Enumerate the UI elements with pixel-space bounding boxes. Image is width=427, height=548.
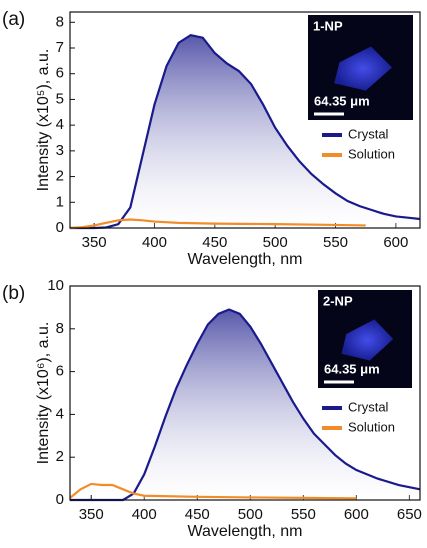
x-tick-label: 550	[291, 506, 316, 523]
inset-crystal	[341, 319, 394, 361]
y-tick-label: 6	[56, 65, 64, 82]
y-axis-title: Intensity (x10⁶), a.u.	[35, 322, 52, 465]
y-tick-label: 8	[56, 320, 64, 337]
x-tick-label: 500	[263, 234, 288, 251]
x-axis-title: Wavelength, nm	[187, 251, 302, 268]
y-tick-label: 0	[56, 219, 64, 236]
series-line	[69, 482, 357, 500]
x-tick-label: 600	[344, 506, 369, 523]
series-line	[69, 218, 366, 230]
x-tick-label: 350	[82, 234, 107, 251]
series-line	[70, 308, 421, 502]
panel-label: (a)	[2, 9, 25, 30]
y-tick-label: 7	[56, 39, 64, 56]
y-tick-label: 5	[56, 90, 64, 107]
legend-label: Crystal	[348, 126, 389, 141]
y-axis-title: Intensity (x10⁵), a.u.	[35, 49, 52, 192]
area-fill	[70, 35, 420, 229]
x-tick-label: 650	[397, 506, 422, 523]
series-line	[70, 33, 421, 230]
y-tick-label: 4	[56, 405, 64, 422]
plot-frame	[69, 11, 421, 229]
x-tick-label: 600	[383, 234, 408, 251]
legend-label: Solution	[348, 419, 395, 434]
inset-label: 1-NP	[313, 18, 343, 33]
y-tick-label: 8	[56, 13, 64, 30]
legend-label: Solution	[348, 146, 395, 161]
y-tick-label: 4	[56, 116, 64, 133]
x-tick-label: 550	[323, 234, 348, 251]
y-tick-label: 3	[56, 142, 64, 159]
x-tick-label: 350	[79, 506, 104, 523]
x-tick-label: 450	[202, 234, 227, 251]
x-tick-label: 400	[142, 234, 167, 251]
inset-crystal	[334, 46, 392, 91]
y-tick-label: 2	[56, 448, 64, 465]
x-axis-title: Wavelength, nm	[187, 523, 302, 540]
x-tick-label: 500	[238, 506, 263, 523]
panel-label: (b)	[2, 283, 25, 304]
plot-frame	[69, 285, 421, 501]
inset-scale: 64.35 μm	[324, 361, 380, 376]
x-tick-label: 450	[185, 506, 210, 523]
x-tick-label: 400	[132, 506, 157, 523]
y-tick-label: 2	[56, 168, 64, 185]
y-tick-label: 10	[47, 277, 64, 294]
y-tick-label: 0	[56, 491, 64, 508]
y-tick-label: 6	[56, 363, 64, 380]
inset-scale: 64.35 μm	[314, 93, 370, 108]
y-tick-label: 1	[56, 193, 64, 210]
inset-label: 2-NP	[323, 293, 353, 308]
legend-label: Crystal	[348, 399, 389, 414]
